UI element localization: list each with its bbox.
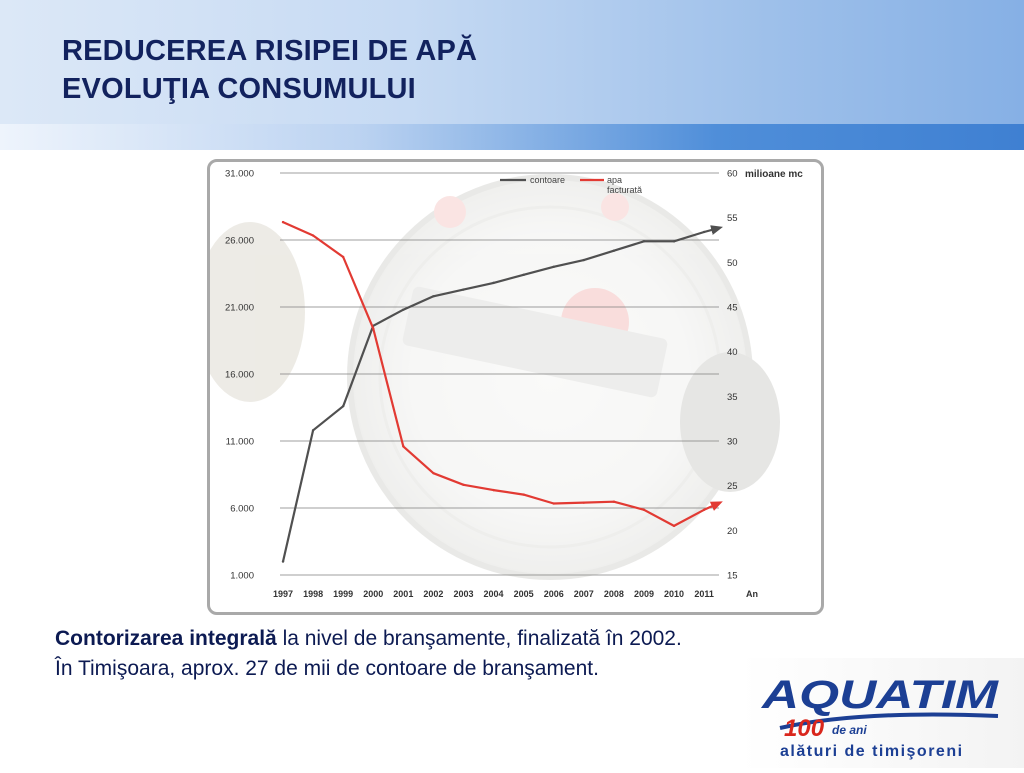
x-axis-label: An <box>746 589 758 599</box>
right-tick-label: 45 <box>727 303 738 314</box>
x-tick-label: 2002 <box>423 589 443 599</box>
x-tick-label: 2000 <box>363 589 383 599</box>
data-point <box>372 327 375 330</box>
left-tick-label: 1.000 <box>230 571 254 582</box>
data-point <box>281 560 285 563</box>
right-tick-label: 50 <box>727 258 738 269</box>
right-tick-label: 25 <box>727 481 738 492</box>
x-tick-label: 1997 <box>273 589 293 599</box>
x-tick-label: 2011 <box>694 589 714 599</box>
x-tick-label: 2005 <box>514 589 534 599</box>
data-point <box>672 524 676 528</box>
svg-text:alături de timişoreni: alături de timişoreni <box>780 743 964 760</box>
right-tick-label: 60 <box>727 169 738 180</box>
slide-caption: Contorizarea integrală la nivel de branş… <box>55 624 695 684</box>
data-point <box>612 249 616 252</box>
right-tick-label: 20 <box>727 526 738 537</box>
right-tick-label: 35 <box>727 392 738 403</box>
x-tick-label: 1998 <box>303 589 323 599</box>
left-tick-label: 11.000 <box>226 437 254 448</box>
header-stripe <box>0 124 1024 150</box>
aquatim-logo: AQUATIM 100 de ani alături de timişoreni <box>740 658 1024 768</box>
gridlines <box>280 172 719 576</box>
legend-label-contoare: contoare <box>530 175 565 185</box>
svg-text:100: 100 <box>784 715 825 742</box>
data-point <box>522 273 525 277</box>
data-point <box>672 240 676 243</box>
data-point <box>341 255 345 259</box>
series-layer <box>281 220 723 563</box>
x-tick-label: 2009 <box>634 589 654 599</box>
left-tick-label: 26.000 <box>225 236 254 247</box>
right-tick-label: 30 <box>727 437 738 448</box>
x-tick-label: 2004 <box>484 589 504 599</box>
x-tick-label: 2003 <box>453 589 473 599</box>
x-axis-ticks: 1997 1998 1999 2000 2001 2002 2003 2004 2005 2006… <box>273 589 714 599</box>
x-tick-label: 1999 <box>333 589 353 599</box>
data-point <box>432 471 435 475</box>
right-tick-label: 55 <box>727 213 738 224</box>
data-point <box>702 230 706 234</box>
data-point <box>642 240 646 243</box>
left-tick-label: 6.000 <box>230 504 254 515</box>
legend-label-apa-line-1: apa <box>607 175 622 185</box>
right-axis-ticks: 60 55 50 45 40 35 30 25 20 15 <box>727 169 738 582</box>
line-chart: 31.000 26.000 21.000 16.000 11.000 6.000 1.000… <box>210 169 803 599</box>
right-tick-label: 15 <box>727 571 738 582</box>
left-tick-label: 31.000 <box>225 169 254 180</box>
data-point <box>311 234 315 237</box>
slide-title-line-2: EVOLUŢIA CONSUMULUI <box>62 73 416 105</box>
x-tick-label: 2010 <box>664 589 684 599</box>
caption-text: la nivel de branşamente, finalizată în 2… <box>55 627 682 680</box>
right-axis-label: milioane mc <box>745 169 803 180</box>
data-point <box>642 508 646 511</box>
data-point <box>612 500 616 503</box>
x-tick-label: 2001 <box>393 589 413 599</box>
data-point <box>522 493 525 496</box>
legend-label-apa-line-2: facturată <box>607 185 642 195</box>
water-meter-background <box>210 174 780 580</box>
x-tick-label: 2006 <box>544 589 564 599</box>
data-point <box>552 502 555 505</box>
series-line-apa-facturată <box>282 221 723 527</box>
slide-title: REDUCEREA RISIPEI DE APĂ EVOLUŢIA CONSUM… <box>62 32 477 108</box>
data-point <box>462 288 465 291</box>
caption-emphasis: Contorizarea integrală <box>55 627 277 650</box>
data-point <box>582 501 585 504</box>
svg-text:AQUATIM: AQUATIM <box>761 673 1000 717</box>
data-point <box>402 308 405 311</box>
data-point <box>552 265 555 268</box>
data-point <box>582 258 585 262</box>
data-point <box>281 220 285 224</box>
data-point <box>462 483 465 486</box>
right-tick-label: 40 <box>727 347 738 358</box>
left-tick-label: 21.000 <box>225 303 254 314</box>
svg-text:de ani: de ani <box>832 723 867 737</box>
data-point <box>492 488 495 492</box>
x-tick-label: 2008 <box>604 589 624 599</box>
data-point <box>402 445 405 448</box>
data-point <box>432 295 435 298</box>
series-line-contoare <box>281 225 723 562</box>
data-point <box>341 404 345 408</box>
left-tick-label: 16.000 <box>225 370 254 381</box>
slide-title-line-1: REDUCEREA RISIPEI DE APĂ <box>62 35 478 67</box>
data-point <box>311 429 315 432</box>
chart-panel: 31.000 26.000 21.000 16.000 11.000 6.000 1.000… <box>207 159 824 615</box>
x-tick-label: 2007 <box>574 589 594 599</box>
data-point <box>702 508 706 511</box>
data-point <box>492 281 495 285</box>
aquatim-logo-graphic: AQUATIM 100 de ani alături de timişoreni <box>761 673 1000 760</box>
left-axis-ticks: 31.000 26.000 21.000 16.000 11.000 6.000 1.000 <box>225 169 254 582</box>
